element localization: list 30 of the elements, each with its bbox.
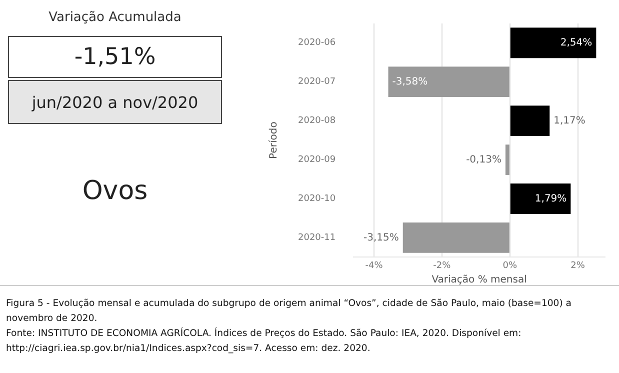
y-tick-label: 2020-08 <box>298 116 336 126</box>
y-tick-label: 2020-06 <box>298 38 336 48</box>
bar <box>510 28 596 58</box>
text: Variação Acumulada <box>48 10 182 25</box>
y-tick-label: 2020-11 <box>298 233 336 244</box>
data-label: 2,54% <box>560 37 592 48</box>
text: jun/2020 a nov/2020 <box>8 80 222 124</box>
text: -1,51% <box>8 36 222 78</box>
x-tick-label: 2% <box>570 260 586 271</box>
bar <box>510 184 571 214</box>
text: Ovos <box>81 176 149 206</box>
data-label: 1,17% <box>554 115 586 126</box>
x-tick-label: -2% <box>433 260 452 271</box>
data-label: -3,58% <box>392 76 428 88</box>
y-tick-label: 2020-10 <box>298 194 336 204</box>
y-axis-title: Período <box>268 122 280 159</box>
source-note: Fonte: INSTITUTO DE ECONOMIA AGRÍCOLA. Índices de Preços do Estado. São Paulo: IEA, 2020. Disponível em: http://ciagri.iea.sp.gov.br/nia1/Indices.aspx?cod_sis=7. Acesso em: dez. 2020. <box>6 326 522 356</box>
bar <box>505 144 510 175</box>
x-axis-title: Variação % mensal <box>432 274 527 286</box>
data-label: -0,13% <box>466 154 502 166</box>
data-label: -3,15% <box>363 232 399 244</box>
y-tick-label: 2020-09 <box>298 155 336 166</box>
x-tick-label: -4% <box>365 260 384 271</box>
bar <box>402 222 510 253</box>
x-tick-label: 0% <box>502 260 518 271</box>
y-tick-label: 2020-07 <box>298 77 336 88</box>
bar <box>388 66 510 98</box>
text: Figura 5 - Evolução mensal e acumulada do subgrupo de origem animal “Ovos”, cidade de São Paulo, maio (base=100) a novembro de 2020. <box>6 297 572 326</box>
bar <box>510 106 550 136</box>
data-label: 1,79% <box>534 193 567 204</box>
